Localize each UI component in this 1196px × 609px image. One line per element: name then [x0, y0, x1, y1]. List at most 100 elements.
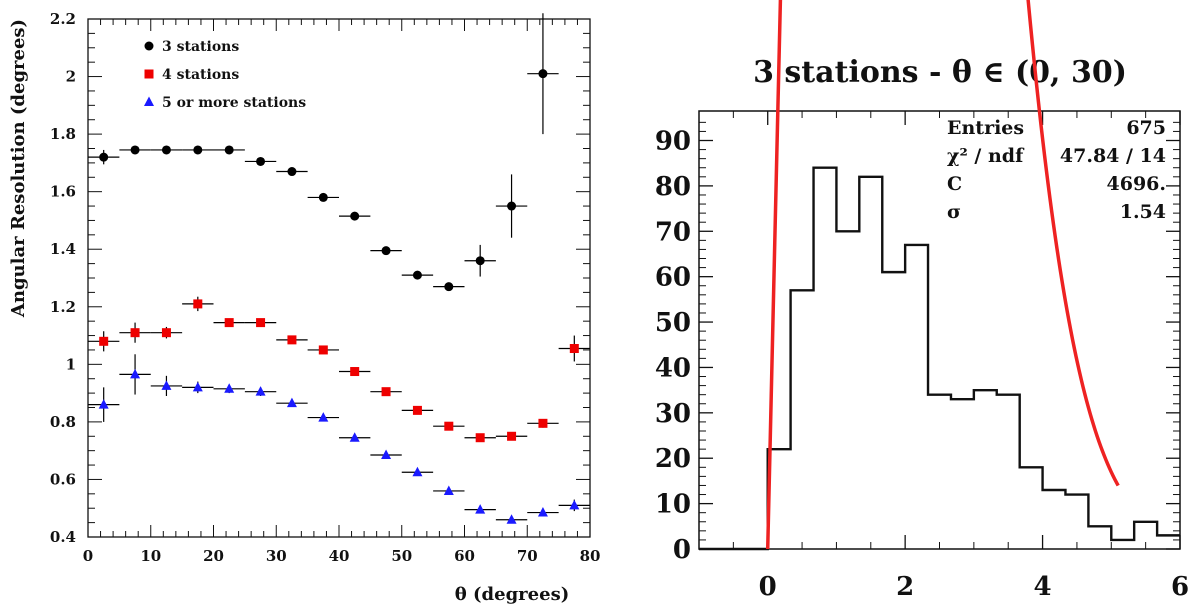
y-tick-label: 0.6 [50, 470, 76, 488]
data-point [161, 328, 171, 338]
histogram-title: 3 stations - θ ∈ (0, 30) [753, 55, 1127, 90]
data-point [286, 397, 297, 408]
data-point [255, 386, 266, 396]
data-point [412, 270, 422, 280]
stats-value: 675 [1126, 117, 1166, 139]
y-tick-label: 1.8 [50, 125, 76, 143]
data-point [412, 405, 422, 415]
data-point [381, 387, 391, 397]
data-point [443, 485, 454, 495]
stats-label: Entries [947, 117, 1024, 139]
y-tick-label: 2 [66, 68, 76, 86]
x-tick-label: 60 [454, 547, 475, 565]
data-point [507, 201, 517, 211]
data-point [506, 514, 517, 524]
x-tick-label: 6 [1171, 572, 1189, 602]
angular-resolution-plot: 0 10 20 30 40 50 60 70 80 0.4 0.6 0.8 1 1.2 1.4 1.6 1.8 2… [8, 10, 600, 605]
data-point [381, 449, 392, 459]
x-tick-label: 4 [1034, 572, 1052, 602]
fit-curve [765, 0, 1120, 550]
y-tick-label: 70 [655, 217, 691, 247]
data-point [318, 412, 329, 422]
x-tick-label: 50 [391, 547, 412, 565]
data-point [256, 156, 266, 166]
data-point [224, 145, 234, 155]
data-point [318, 345, 328, 355]
legend-marker [144, 96, 154, 106]
data-point [161, 380, 172, 390]
y-tick-label: 30 [655, 399, 691, 429]
data-point [224, 383, 235, 393]
data-point [538, 418, 548, 428]
stats-value: 47.84 / 14 [1060, 145, 1166, 167]
stats-label: C [947, 173, 962, 195]
histogram-outline [699, 166, 1180, 551]
data-point [161, 145, 171, 155]
data-point [224, 318, 234, 328]
x-tick-label: 2 [896, 572, 914, 602]
data-point [287, 167, 297, 177]
data-point [99, 152, 109, 162]
y-tick-label: 0.4 [50, 528, 76, 546]
legend-marker [144, 41, 154, 51]
y-tick-label: 0.8 [50, 413, 76, 431]
data-point [350, 211, 360, 221]
x-tick-label: 20 [203, 547, 224, 565]
y-tick-label: 50 [655, 308, 691, 338]
data-point [475, 256, 485, 266]
x-tick-label: 10 [140, 547, 161, 565]
data-point [99, 336, 109, 346]
left-axis-ticks: 0 10 20 30 40 50 60 70 80 0.4 0.6 0.8 1 1.2 1.4 1.6 1.8 2… [50, 10, 601, 565]
y-tick-label: 1.4 [50, 240, 76, 258]
data-point [444, 421, 454, 431]
y-tick-label: 0 [673, 535, 691, 565]
series-square [88, 296, 590, 443]
y-tick-label: 90 [655, 127, 691, 157]
data-point [444, 282, 454, 292]
fit-stats-box: Entries 675 χ² / ndf 47.84 / 14 C 4696. σ 1.54 [947, 117, 1166, 223]
x-tick-label: 70 [517, 547, 538, 565]
data-point [507, 431, 517, 441]
stats-value: 4696. [1107, 173, 1167, 195]
data-point [256, 318, 266, 328]
x-tick-label: 0 [759, 572, 777, 602]
legend-label: 3 stations [162, 39, 239, 55]
data-point [130, 145, 140, 155]
data-point [287, 335, 297, 345]
y-tick-label: 40 [655, 353, 691, 383]
left-legend: 3 stations 4 stations 5 or more stations [144, 39, 306, 111]
data-point [381, 246, 391, 256]
y-tick-label: 10 [655, 490, 691, 520]
data-point [318, 192, 328, 202]
data-point [569, 344, 579, 354]
y-tick-label: 1.2 [50, 298, 76, 316]
series-triangle [88, 354, 590, 524]
data-point [475, 433, 485, 443]
data-point [350, 367, 360, 377]
data-point [537, 507, 548, 517]
data-point [412, 466, 423, 477]
stats-label: σ [947, 201, 961, 223]
left-y-axis-title: Angular Resolution (degrees) [8, 19, 29, 318]
legend-marker [144, 69, 154, 79]
y-tick-label: 1 [66, 355, 76, 373]
y-tick-label: 1.6 [50, 183, 76, 201]
stats-label: χ² / ndf [947, 145, 1025, 167]
data-point [538, 69, 548, 79]
data-point [349, 432, 360, 442]
histogram-bars [699, 166, 1180, 551]
data-point [130, 368, 141, 379]
y-tick-label: 2.2 [50, 10, 76, 28]
y-tick-label: 60 [655, 263, 691, 293]
left-x-axis-title: θ (degrees) [455, 584, 569, 605]
histogram-plot: 3 stations - θ ∈ (0, 30) 0 2 4 601020304050… [655, 0, 1189, 602]
stats-value: 1.54 [1120, 201, 1166, 223]
data-point [130, 328, 140, 338]
data-point [193, 145, 203, 155]
x-tick-label: 80 [580, 547, 601, 565]
y-tick-label: 80 [655, 172, 691, 202]
series-circle [88, 13, 559, 292]
x-tick-label: 40 [329, 547, 350, 565]
